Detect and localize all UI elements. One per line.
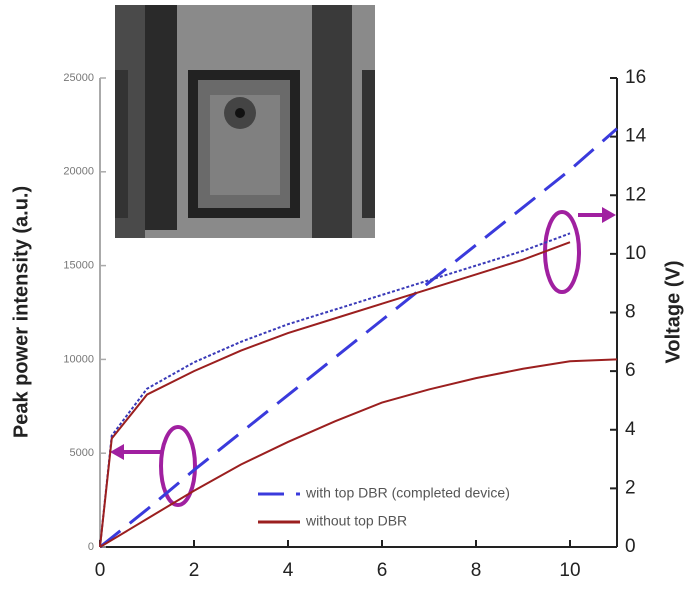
y2-tick-label: 16 (625, 67, 646, 88)
y2-tick-label: 2 (625, 477, 636, 498)
y-tick-label: 10000 (63, 353, 94, 365)
y-tick-label: 15000 (63, 260, 94, 272)
legend-label: without top DBR (305, 513, 407, 529)
y-tick-label: 25000 (63, 72, 94, 84)
y2-tick-label: 4 (625, 419, 636, 440)
y2-axis-label: Voltage (V) (662, 261, 684, 364)
legend-label: with top DBR (completed device) (305, 485, 510, 501)
y2-tick-label: 10 (625, 243, 646, 264)
y-tick-label: 20000 (63, 166, 94, 178)
arrow-head (602, 207, 616, 223)
x-tick-label: 0 (95, 560, 106, 581)
y-axis-label: Peak power intensity (a.u.) (10, 186, 32, 438)
y2-tick-label: 0 (625, 536, 636, 557)
y2-tick-label: 12 (625, 184, 646, 205)
x-tick-label: 10 (559, 560, 580, 581)
x-tick-label: 4 (283, 560, 294, 581)
y2-tick-label: 14 (625, 126, 647, 147)
arrow-head (110, 444, 124, 460)
y2-tick-label: 6 (625, 360, 636, 381)
y-tick-label: 0 (88, 541, 94, 553)
inset-photo (115, 5, 375, 238)
x-tick-label: 8 (471, 560, 482, 581)
y2-tick-label: 8 (625, 302, 636, 323)
y-tick-label: 5000 (70, 447, 94, 459)
x-tick-label: 2 (189, 560, 200, 581)
chart: Peak power intensity (a.u.) Voltage (V) … (0, 0, 691, 601)
x-tick-label: 6 (377, 560, 388, 581)
